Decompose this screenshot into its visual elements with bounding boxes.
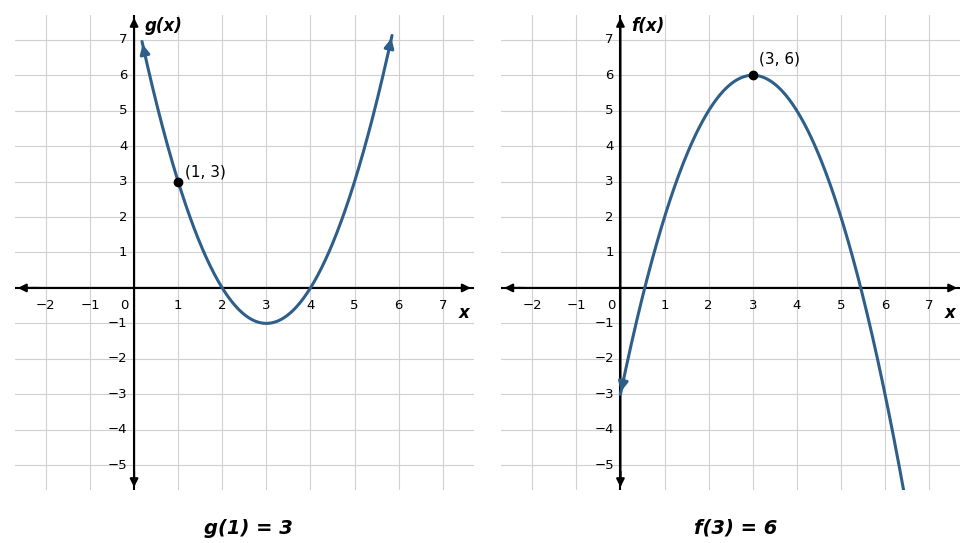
Text: 6: 6	[605, 69, 614, 82]
Text: −4: −4	[108, 423, 128, 436]
Text: 7: 7	[119, 33, 128, 46]
Text: −1: −1	[108, 317, 128, 330]
Text: −4: −4	[595, 423, 614, 436]
Text: 3: 3	[605, 175, 614, 188]
Text: −3: −3	[108, 388, 128, 401]
Text: −1: −1	[80, 299, 99, 312]
Text: f(3) = 6: f(3) = 6	[694, 519, 778, 538]
Text: 6: 6	[395, 299, 403, 312]
Text: 4: 4	[306, 299, 315, 312]
Text: −1: −1	[594, 317, 614, 330]
Text: −5: −5	[108, 459, 128, 472]
Text: −3: −3	[594, 388, 614, 401]
Text: 6: 6	[119, 69, 128, 82]
Text: 5: 5	[605, 104, 614, 117]
Text: 4: 4	[605, 140, 614, 153]
Text: 7: 7	[439, 299, 447, 312]
Text: x: x	[458, 304, 469, 322]
Text: 4: 4	[119, 140, 128, 153]
Text: 1: 1	[119, 246, 128, 259]
Text: g(1) = 3: g(1) = 3	[204, 519, 293, 538]
Text: 1: 1	[174, 299, 182, 312]
Text: −5: −5	[594, 459, 614, 472]
Text: 2: 2	[704, 299, 713, 312]
Text: −2: −2	[594, 352, 614, 365]
Text: f(x): f(x)	[632, 17, 665, 35]
Text: 3: 3	[262, 299, 271, 312]
Text: 5: 5	[119, 104, 128, 117]
Text: (1, 3): (1, 3)	[185, 165, 225, 180]
Text: 1: 1	[660, 299, 669, 312]
Text: 5: 5	[350, 299, 359, 312]
Text: g(x): g(x)	[145, 17, 183, 35]
Text: −1: −1	[566, 299, 586, 312]
Text: 2: 2	[605, 211, 614, 224]
Text: 2: 2	[119, 211, 128, 224]
Text: 1: 1	[605, 246, 614, 259]
Text: −2: −2	[523, 299, 542, 312]
Text: 4: 4	[793, 299, 801, 312]
Text: 0: 0	[120, 299, 129, 312]
Text: 3: 3	[119, 175, 128, 188]
Text: 7: 7	[925, 299, 933, 312]
Text: 5: 5	[837, 299, 845, 312]
Text: 3: 3	[749, 299, 757, 312]
Text: x: x	[945, 304, 956, 322]
Text: 2: 2	[218, 299, 226, 312]
Text: −2: −2	[108, 352, 128, 365]
Text: 0: 0	[606, 299, 615, 312]
Text: 7: 7	[605, 33, 614, 46]
Text: (3, 6): (3, 6)	[760, 52, 800, 66]
Text: −2: −2	[36, 299, 56, 312]
Text: 6: 6	[880, 299, 889, 312]
